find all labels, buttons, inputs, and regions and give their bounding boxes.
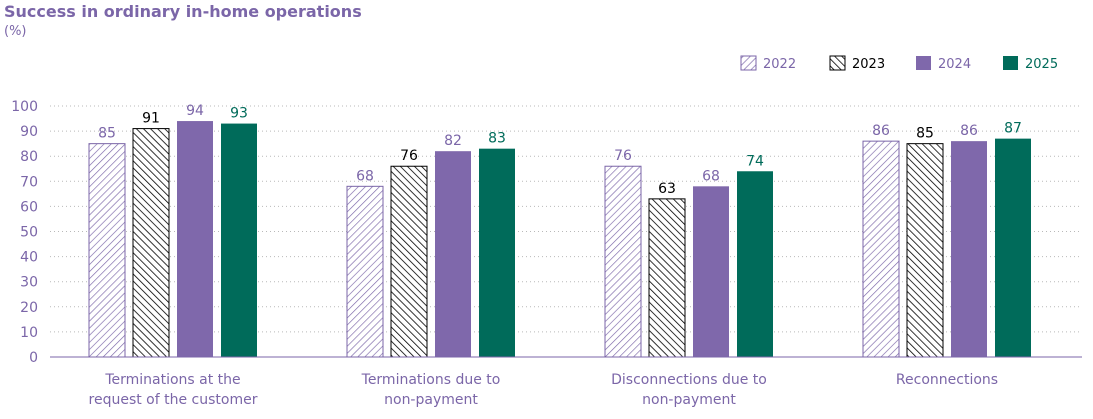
bars — [88, 121, 1031, 358]
value-label: 76 — [614, 148, 632, 164]
legend-swatch-2025 — [1003, 56, 1018, 70]
y-tick-label: 10 — [20, 325, 38, 341]
y-tick-label: 60 — [20, 199, 38, 215]
y-tick-label: 80 — [20, 149, 38, 165]
category-label: non-payment — [642, 392, 736, 408]
legend-label-2025: 2025 — [1025, 57, 1058, 72]
value-label: 94 — [186, 103, 204, 119]
y-tick-label: 70 — [20, 174, 38, 190]
value-label: 76 — [400, 148, 418, 164]
legend-label-2022: 2022 — [763, 57, 796, 72]
bar-2022 — [88, 143, 126, 358]
y-tick-label: 30 — [20, 275, 38, 291]
value-label: 86 — [872, 123, 890, 139]
y-tick-label: 40 — [20, 250, 38, 266]
value-label: 68 — [356, 168, 374, 184]
y-tick-label: 0 — [29, 350, 38, 366]
value-label: 91 — [142, 111, 160, 127]
value-label: 85 — [916, 126, 934, 142]
category-label: Reconnections — [896, 372, 998, 388]
y-tick-label: 100 — [11, 99, 38, 115]
bar-2025 — [479, 148, 515, 357]
bar-2024 — [951, 141, 987, 357]
bar-2023 — [132, 128, 170, 358]
bar-2023 — [390, 165, 428, 358]
x-axis-categories: Terminations at the request of the custom… — [89, 372, 999, 408]
value-label: 82 — [444, 133, 462, 149]
y-tick-label: 20 — [20, 300, 38, 316]
legend-label-2024: 2024 — [938, 57, 971, 72]
bar-2023 — [906, 143, 944, 358]
value-label: 87 — [1004, 121, 1022, 137]
chart-title: Success in ordinary in-home operations — [4, 2, 362, 21]
value-label: 68 — [702, 168, 720, 184]
bar-2022 — [346, 185, 384, 358]
legend-swatch-2023 — [829, 55, 846, 71]
bar-2022 — [604, 165, 642, 358]
value-label: 74 — [746, 153, 764, 169]
category-label: Disconnections due to — [611, 372, 767, 388]
y-tick-label: 90 — [20, 124, 38, 140]
bar-2023 — [648, 198, 686, 358]
category-label: Terminations due to — [361, 372, 501, 388]
category-label: request of the customer — [89, 392, 258, 408]
category-label: non-payment — [384, 392, 478, 408]
legend-swatch-2024 — [916, 56, 931, 70]
value-label: 86 — [960, 123, 978, 139]
value-label: 85 — [98, 126, 116, 142]
bar-2025 — [221, 123, 257, 357]
bar-2025 — [995, 138, 1031, 357]
value-labels: 85 91 94 93 68 76 82 83 76 63 68 74 86 85 86 87 — [98, 103, 1022, 197]
bar-2024 — [693, 186, 729, 357]
value-label: 83 — [488, 131, 506, 147]
bar-2022 — [862, 140, 900, 358]
bar-2024 — [177, 121, 213, 357]
y-axis-ticks: 0 10 20 30 40 50 60 70 80 90 100 — [11, 99, 38, 366]
category-label: Terminations at the — [104, 372, 240, 388]
value-label: 63 — [658, 181, 676, 197]
chart-subtitle: (%) — [4, 24, 27, 39]
legend-swatch-2022 — [740, 55, 757, 71]
bar-2024 — [435, 151, 471, 357]
y-tick-label: 50 — [20, 225, 38, 241]
bar-2025 — [737, 171, 773, 357]
value-label: 93 — [230, 106, 248, 122]
legend-label-2023: 2023 — [852, 57, 885, 72]
legend: 2022 2023 2024 2025 — [740, 55, 1058, 72]
